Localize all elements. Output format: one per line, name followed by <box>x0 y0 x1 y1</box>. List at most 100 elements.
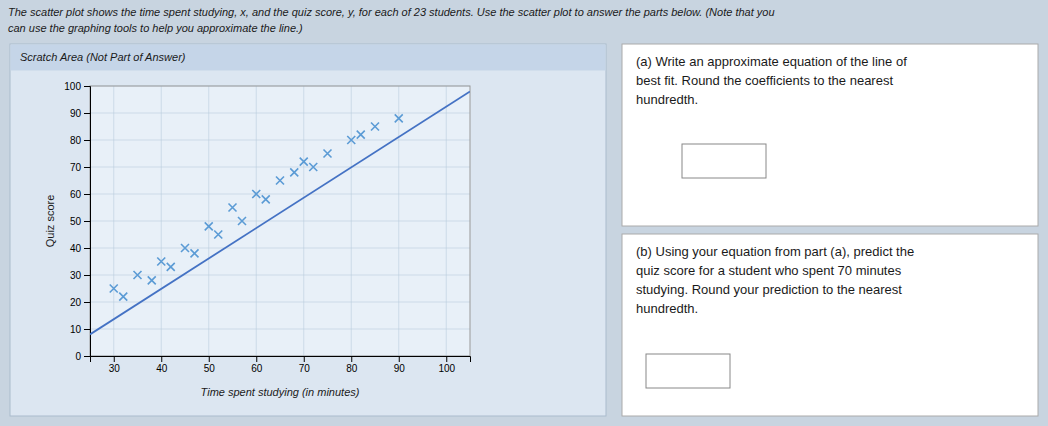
y-tick-label: 50 <box>70 216 82 227</box>
scatter-point <box>309 163 317 171</box>
scatter-point <box>300 158 308 166</box>
y-axis-line <box>84 87 91 357</box>
part-a-input[interactable] <box>682 144 766 178</box>
x-tick: 60 <box>251 356 263 374</box>
scatter-point <box>191 249 199 257</box>
scatter-point <box>324 150 332 158</box>
x-tick-label: 30 <box>109 363 121 374</box>
y-tick-label: 90 <box>70 108 82 119</box>
x-tick-mark <box>351 356 352 362</box>
y-tick-mark <box>84 221 90 222</box>
x-axis: 30 40 50 60 70 80 90 100 <box>91 356 471 374</box>
y-tick-mark <box>84 302 90 303</box>
subtitle: can use the graphing tools to help you a… <box>8 22 303 34</box>
scatter-point <box>252 190 260 198</box>
scratch-panel <box>10 44 606 416</box>
part-b-text: studying. Round your prediction to the n… <box>636 282 902 297</box>
y-tick: 90 <box>70 108 90 119</box>
scatter-point <box>395 114 403 122</box>
scatter-point <box>276 177 284 185</box>
scatter-point <box>119 293 127 301</box>
x-tick-mark <box>304 356 305 362</box>
y-tick-mark <box>84 140 90 141</box>
x-tick-mark <box>256 356 257 362</box>
scatter-point <box>134 271 142 279</box>
grid-line-y <box>90 113 470 114</box>
scatter-point <box>238 217 246 225</box>
y-tick-label: 80 <box>70 135 82 146</box>
y-tick-mark <box>84 86 90 87</box>
fit-line <box>90 91 470 334</box>
grid-line-y <box>90 302 470 303</box>
x-tick-mark <box>446 356 447 362</box>
x-tick-mark <box>209 356 210 362</box>
y-tick-label: 20 <box>70 297 82 308</box>
y-tick: 50 <box>70 216 90 227</box>
x-tick-mark <box>114 356 115 362</box>
part-b-input[interactable] <box>646 354 730 388</box>
grid-line-y <box>90 275 470 276</box>
scatter-point <box>148 276 156 284</box>
part-a-text: best fit. Round the coefficients to the … <box>636 73 893 88</box>
y-axis-title: Quiz score <box>44 195 56 248</box>
grid-line-y <box>90 194 470 195</box>
y-tick-label: 40 <box>70 243 82 254</box>
y-axis: 0 10 20 30 40 50 60 70 80 90 100 <box>64 81 90 362</box>
scatter-point <box>347 136 355 144</box>
x-tick-label: 100 <box>438 363 455 374</box>
scatter-point <box>167 263 175 271</box>
y-tick: 10 <box>70 324 90 335</box>
scatter-point <box>262 195 270 203</box>
grid-line-y <box>90 140 470 141</box>
y-tick-mark <box>84 194 90 195</box>
y-tick-mark <box>84 113 90 114</box>
scratch-label: Scratch Area (Not Part of Answer) <box>20 51 186 63</box>
y-tick-label: 60 <box>70 189 82 200</box>
x-tick-label: 50 <box>204 363 216 374</box>
y-tick-label: 100 <box>64 81 81 92</box>
scatter-point <box>110 285 118 293</box>
x-tick-mark <box>161 356 162 362</box>
plot-frame <box>90 86 470 356</box>
x-tick: 30 <box>109 356 121 374</box>
x-tick: 50 <box>204 356 216 374</box>
y-tick: 80 <box>70 135 90 146</box>
grid-line-y <box>90 248 470 249</box>
scatter-point <box>181 244 189 252</box>
x-tick: 80 <box>346 356 358 374</box>
part-b-text: quiz score for a student who spent 70 mi… <box>636 263 902 278</box>
grid <box>90 86 470 356</box>
x-tick: 100 <box>438 356 455 374</box>
y-tick: 60 <box>70 189 90 200</box>
x-tick: 70 <box>299 356 311 374</box>
y-tick-label: 0 <box>75 351 81 362</box>
part-a-text: hundredth. <box>636 92 698 107</box>
x-tick-label: 90 <box>394 363 406 374</box>
part-b-text: (b) Using your equation from part (a), p… <box>636 244 914 259</box>
scatter-point <box>357 131 365 139</box>
marks <box>90 91 470 334</box>
x-tick-label: 40 <box>156 363 168 374</box>
scatter-point <box>205 222 213 230</box>
grid-line-y <box>90 167 470 168</box>
part-b-text: hundredth. <box>636 301 698 316</box>
grid-line-y <box>90 221 470 222</box>
scatter-point <box>290 168 298 176</box>
page: The scatter plot shows the time spent st… <box>0 0 1048 426</box>
part-a-box <box>622 44 1038 226</box>
x-tick-mark <box>399 356 400 362</box>
x-axis-title: Time spent studying (in minutes) <box>201 386 360 398</box>
grid-line-y <box>90 329 470 330</box>
x-tick-label: 70 <box>299 363 311 374</box>
part-a-text: (a) Write an approximate equation of the… <box>636 54 907 69</box>
x-axis-line <box>91 357 471 363</box>
x-tick: 40 <box>156 356 168 374</box>
scratch-header <box>11 45 606 71</box>
y-tick-mark <box>84 275 90 276</box>
y-tick-label: 70 <box>70 162 82 173</box>
title: The scatter plot shows the time spent st… <box>8 6 775 18</box>
y-tick: 30 <box>70 270 90 281</box>
x-tick: 90 <box>394 356 406 374</box>
y-tick-mark <box>84 356 90 357</box>
x-tick-label: 80 <box>346 363 358 374</box>
